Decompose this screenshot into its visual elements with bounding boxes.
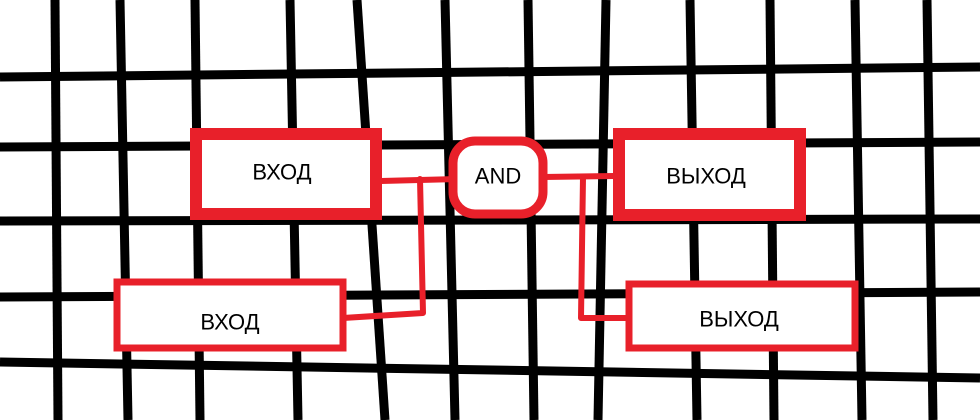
grid-line: [922, 0, 938, 420]
connection-wires: [340, 173, 630, 321]
output-block-bottom: ВЫХОД: [625, 280, 859, 352]
wire-input-bottom-to-gate: [340, 176, 426, 321]
output-block-top: ВЫХОД: [613, 128, 806, 221]
input-label: ВХОД: [252, 160, 311, 185]
grid-line: [0, 214, 980, 226]
wire-gate-to-output-bottom: [578, 174, 630, 321]
grid-line: [0, 62, 980, 82]
grid-line: [440, 0, 460, 420]
output-label: ВЫХОД: [666, 164, 746, 189]
and-gate-frame: [448, 136, 548, 219]
input-block-top: ВХОД: [190, 128, 382, 220]
grid-line: [50, 0, 63, 420]
input-block-bottom: ВХОД: [113, 278, 347, 352]
grid-line: [0, 357, 980, 383]
grid-line: [850, 0, 867, 420]
output-block-frame: [613, 128, 806, 221]
output-label: ВЫХОД: [699, 307, 779, 332]
and-gate: AND: [448, 136, 548, 219]
output-block-frame: [625, 280, 859, 352]
wire-gate-to-output-top: [540, 173, 617, 180]
input-block-frame: [190, 128, 382, 220]
grid-line: [593, 0, 611, 420]
input-block-frame: [113, 278, 347, 352]
and-gate-label: AND: [475, 164, 521, 189]
input-label: ВХОД: [200, 310, 259, 335]
